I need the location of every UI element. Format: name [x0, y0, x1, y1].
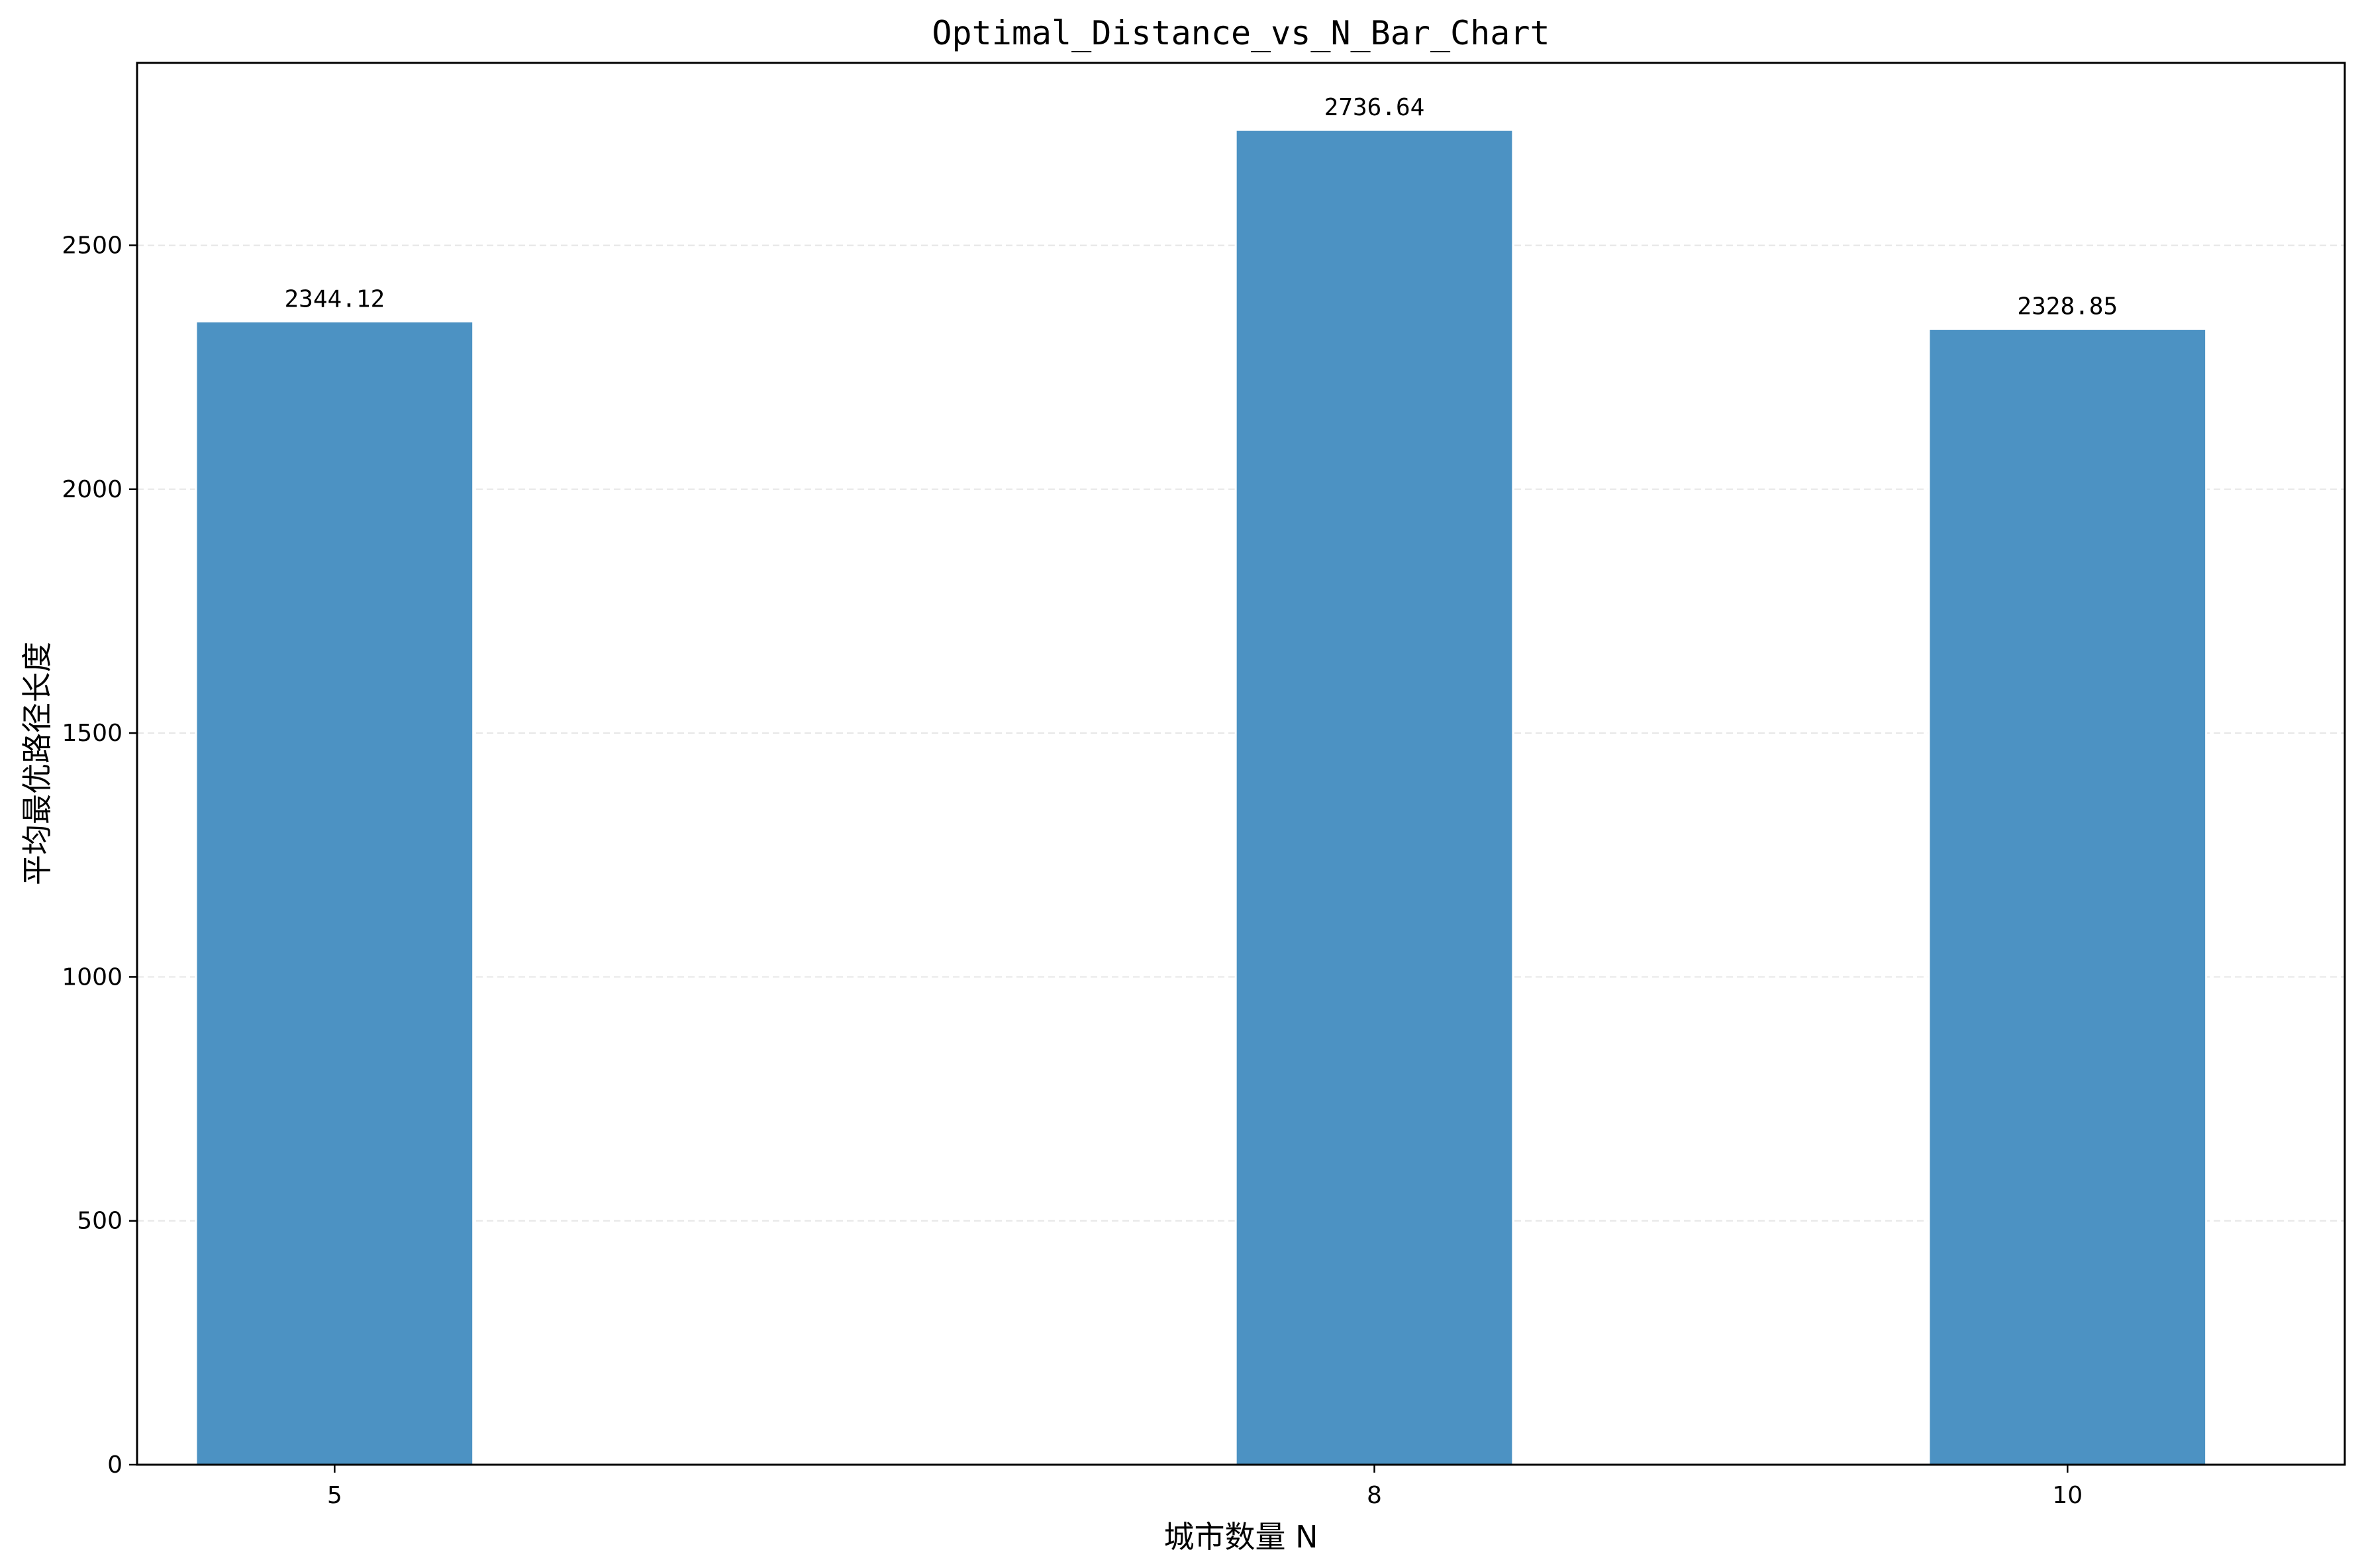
bar-n-5 — [195, 320, 475, 1466]
y-tick-label: 500 — [77, 1208, 123, 1235]
bar-n-8 — [1234, 128, 1514, 1466]
y-tick-label: 2000 — [62, 476, 123, 503]
data-labels: 2344.12 2736.64 2328.85 — [284, 94, 2118, 320]
plot-frame — [136, 62, 2346, 1466]
ticks: 0 500 1000 1500 2000 2500 5 8 10 — [62, 232, 2083, 1509]
chart-title: Optimal_Distance_vs_N_Bar_Chart — [932, 14, 1550, 52]
bar-n-10 — [1928, 328, 2208, 1466]
y-tick-label: 0 — [107, 1451, 123, 1479]
y-tick-label: 1000 — [62, 963, 123, 991]
data-label-n-8: 2736.64 — [1324, 94, 1425, 121]
x-tick-label: 5 — [327, 1482, 342, 1509]
x-tick-label: 8 — [1367, 1482, 1382, 1509]
data-label-n-10: 2328.85 — [2017, 293, 2118, 320]
data-label-n-5: 2344.12 — [284, 285, 385, 313]
x-tick-label: 10 — [2052, 1482, 2083, 1509]
x-axis-label: 城市数量 N — [1163, 1519, 1318, 1555]
y-tick-label: 1500 — [62, 720, 123, 747]
bars — [195, 128, 2208, 1466]
y-axis-label: 平均最优路径长度 — [19, 642, 55, 885]
y-tick-label: 2500 — [62, 232, 123, 259]
